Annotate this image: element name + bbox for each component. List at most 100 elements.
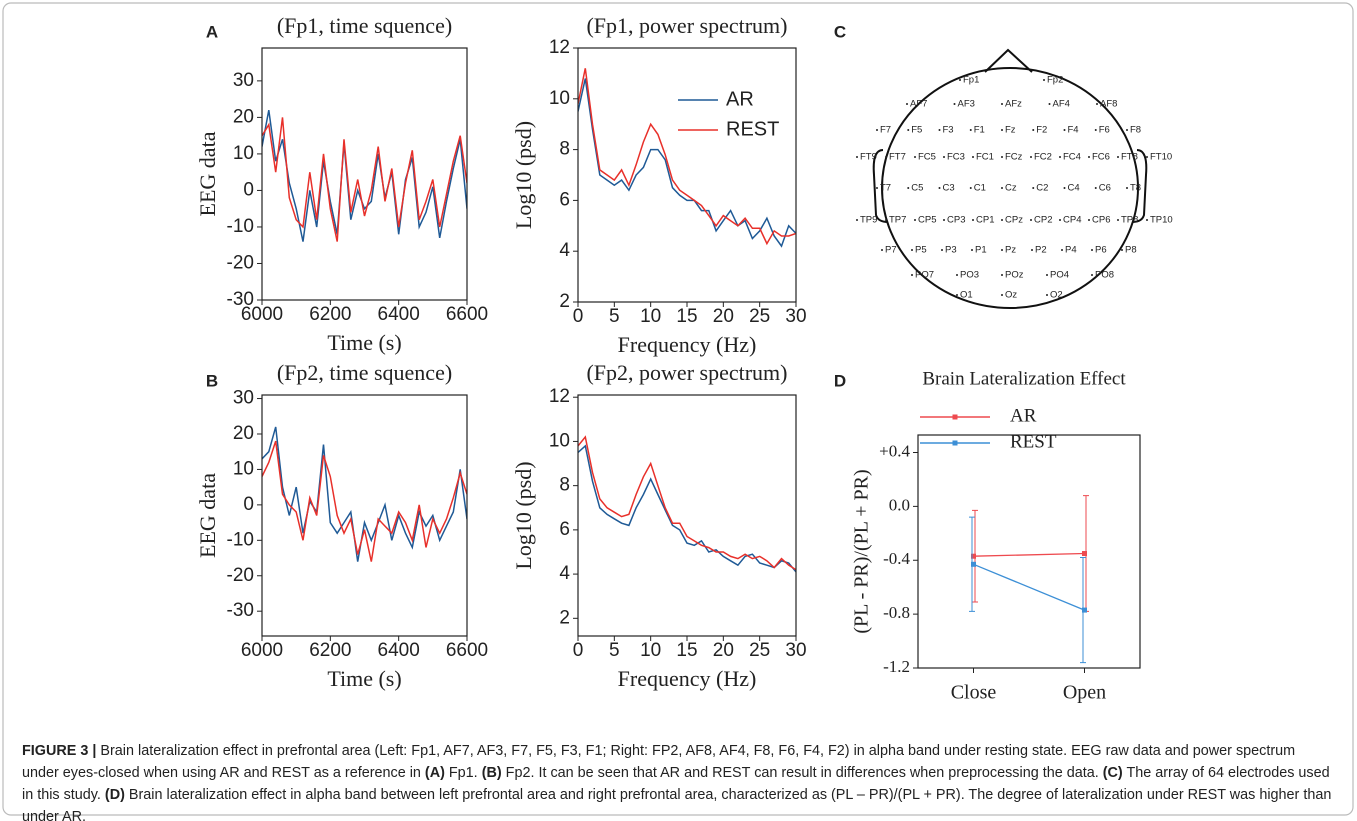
- series-line: [578, 78, 796, 248]
- y-tick-label: 8: [559, 475, 570, 496]
- electrode-label: F5: [911, 125, 922, 136]
- electrode-label: P3: [945, 245, 957, 256]
- electrode-dot: [914, 219, 916, 221]
- electrode-label: TP8: [1121, 215, 1138, 226]
- electrode-dot: [1146, 219, 1148, 221]
- electrode-dot: [1146, 156, 1148, 158]
- electrode-dot: [1094, 187, 1097, 189]
- x-tick-label: 20: [713, 306, 734, 327]
- electrode-label: FT7: [889, 152, 906, 163]
- x-axis-label: Frequency (Hz): [618, 332, 757, 357]
- y-tick-label: 30: [233, 388, 254, 409]
- electrode-label: TP7: [889, 215, 906, 226]
- y-tick-label: 12: [549, 386, 570, 407]
- x-tick-label: 10: [640, 306, 661, 327]
- electrode-label: P5: [915, 245, 927, 256]
- electrode-dot: [1121, 249, 1123, 251]
- electrode-dot: [1001, 274, 1003, 276]
- electrode-label: FC4: [1063, 152, 1081, 163]
- electrode-label: Fp2: [1047, 75, 1063, 86]
- x-tick-label: 0: [573, 306, 584, 327]
- plot-frame: [261, 47, 468, 301]
- electrode-dot: [969, 129, 972, 131]
- electrode-label: CP1: [976, 215, 994, 226]
- y-tick-label: +0.4: [879, 441, 910, 460]
- panel-label: C: [834, 22, 846, 41]
- caption: FIGURE 3 | Brain lateralization effect i…: [22, 740, 1332, 821]
- y-tick-label: -20: [227, 252, 254, 273]
- y-tick-label: 20: [233, 106, 254, 127]
- legend-marker: [952, 414, 958, 420]
- point-marker: [971, 553, 976, 559]
- plot-frame: [917, 434, 1141, 669]
- electrode-dot: [1126, 129, 1128, 131]
- electrode-dot: [881, 249, 883, 251]
- y-tick-label: 4: [559, 563, 570, 584]
- electrode-dot: [943, 156, 945, 158]
- electrode-label: AFz: [1005, 99, 1022, 110]
- electrode-dot: [1001, 294, 1003, 296]
- panel-label: B: [206, 371, 218, 390]
- caption-run: The array of 64 electrodes used in this …: [22, 765, 1330, 803]
- electrode-dot: [1001, 156, 1003, 158]
- electrode-dot: [1088, 156, 1090, 158]
- electrode-dot: [943, 219, 945, 221]
- point-marker: [1082, 551, 1087, 557]
- electrode-label: P8: [1125, 245, 1137, 256]
- electrode-label: P4: [1065, 245, 1077, 256]
- panel-label: D: [834, 371, 846, 390]
- y-tick-label: -20: [227, 565, 254, 586]
- electrode-label: PO8: [1095, 270, 1114, 281]
- plot-frame: [577, 394, 797, 637]
- electrode-dot: [1001, 219, 1003, 221]
- series-line: [262, 109, 467, 242]
- electrode-label: P2: [1035, 245, 1047, 256]
- electrode-dot: [1061, 249, 1063, 251]
- x-axis-label: Time (s): [327, 330, 401, 355]
- legend-label: AR: [1010, 405, 1037, 426]
- electrode-label: F2: [1036, 125, 1047, 136]
- series-line: [973, 552, 1085, 557]
- electrode-label: FCz: [1005, 152, 1023, 163]
- y-tick-label: -10: [227, 216, 254, 237]
- electrode-dot: [1059, 156, 1061, 158]
- y-tick-label: 4: [559, 240, 570, 261]
- electrode-dot: [1059, 219, 1061, 221]
- electrode-label: C4: [1068, 183, 1080, 194]
- chart-title: (Fp1, time squence): [277, 13, 452, 38]
- caption-run: (D): [104, 787, 125, 803]
- electrode-dot: [1063, 187, 1066, 189]
- x-tick-label: Close: [951, 682, 997, 704]
- electrode-label: Oz: [1005, 290, 1017, 301]
- electrode-label: AF3: [958, 99, 975, 110]
- electrode-label: P6: [1095, 245, 1107, 256]
- electrode-dot: [972, 219, 974, 221]
- electrode-label: C3: [943, 183, 955, 194]
- electrode-label: C2: [1036, 183, 1048, 194]
- electrode-label: FC6: [1092, 152, 1110, 163]
- electrode-label: O2: [1050, 290, 1063, 301]
- y-tick-label: 6: [559, 189, 570, 210]
- electrode-label: T7: [880, 183, 891, 194]
- caption-run: Fp1.: [444, 765, 482, 781]
- electrode-label: FC2: [1034, 152, 1052, 163]
- legend-marker: [952, 440, 958, 446]
- electrode-dot: [1001, 129, 1003, 131]
- electrode-dot: [1126, 187, 1128, 189]
- electrode-label: AF7: [910, 99, 927, 110]
- electrode-dot: [856, 219, 858, 221]
- series-line: [262, 117, 467, 242]
- y-tick-label: -1.2: [883, 657, 910, 676]
- series-line: [262, 426, 467, 562]
- series-line: [973, 563, 1085, 611]
- x-tick-label: 15: [676, 306, 697, 327]
- electrode-dot: [914, 156, 916, 158]
- chart-title: (Fp1, power spectrum): [586, 13, 787, 38]
- caption-run: FIGURE 3 |: [22, 743, 97, 759]
- electrode-dot: [969, 187, 972, 189]
- x-tick-label: 25: [749, 306, 770, 327]
- caption-run: Brain lateralization effect in prefronta…: [22, 743, 1296, 781]
- point-marker: [971, 561, 976, 567]
